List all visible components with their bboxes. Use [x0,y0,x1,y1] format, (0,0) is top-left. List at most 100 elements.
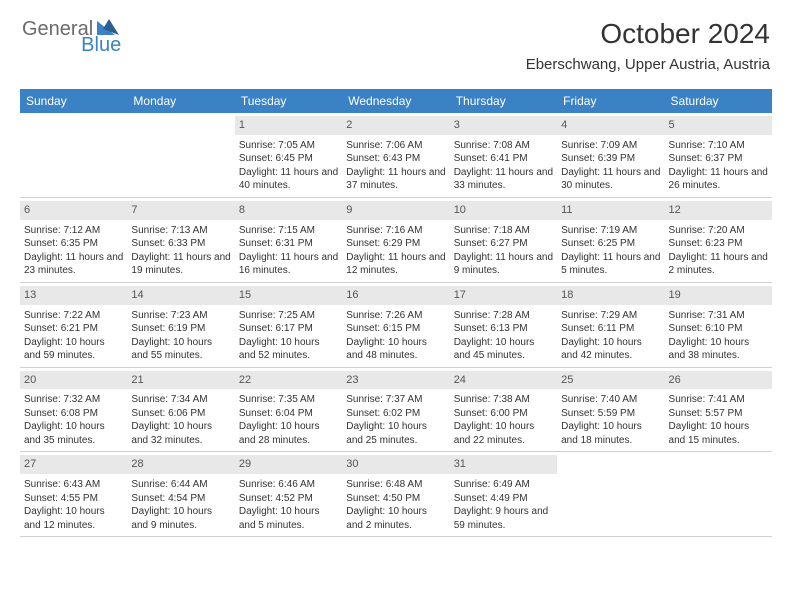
day-number: 11 [557,201,664,220]
day-cell: 22Sunrise: 7:35 AMSunset: 6:04 PMDayligh… [235,368,342,452]
daylight-text: Daylight: 11 hours and 40 minutes. [239,166,338,193]
day-number: 29 [235,455,342,474]
month-title: October 2024 [526,18,770,50]
sunset-text: Sunset: 6:10 PM [669,322,768,336]
day-number: 3 [450,116,557,135]
day-cell: 26Sunrise: 7:41 AMSunset: 5:57 PMDayligh… [665,368,772,452]
sunset-text: Sunset: 6:45 PM [239,152,338,166]
sunset-text: Sunset: 6:43 PM [346,152,445,166]
sunset-text: Sunset: 5:59 PM [561,407,660,421]
sunset-text: Sunset: 6:15 PM [346,322,445,336]
sunrise-text: Sunrise: 7:41 AM [669,393,768,407]
title-block: October 2024 Eberschwang, Upper Austria,… [526,18,770,73]
day-number: 19 [665,286,772,305]
daylight-text: Daylight: 11 hours and 12 minutes. [346,251,445,278]
daylight-text: Daylight: 10 hours and 25 minutes. [346,420,445,447]
daylight-text: Daylight: 11 hours and 37 minutes. [346,166,445,193]
logo: General Blue [22,18,161,41]
daylight-text: Daylight: 10 hours and 5 minutes. [239,505,338,532]
sunset-text: Sunset: 6:00 PM [454,407,553,421]
sunrise-text: Sunrise: 7:13 AM [131,224,230,238]
sunset-text: Sunset: 6:02 PM [346,407,445,421]
sunrise-text: Sunrise: 7:05 AM [239,139,338,153]
day-number: 18 [557,286,664,305]
day-number: 2 [342,116,449,135]
sunrise-text: Sunrise: 7:28 AM [454,309,553,323]
dayname-sunday: Sunday [20,89,127,113]
day-cell: 10Sunrise: 7:18 AMSunset: 6:27 PMDayligh… [450,198,557,282]
daylight-text: Daylight: 10 hours and 15 minutes. [669,420,768,447]
day-cell: 25Sunrise: 7:40 AMSunset: 5:59 PMDayligh… [557,368,664,452]
day-cell: 9 Sunrise: 7:16 AMSunset: 6:29 PMDaylight… [342,198,449,282]
day-cell: 8Sunrise: 7:15 AMSunset: 6:31 PMDaylight… [235,198,342,282]
daylight-text: Daylight: 10 hours and 52 minutes. [239,336,338,363]
day-number: 30 [342,455,449,474]
daylight-text: Daylight: 11 hours and 2 minutes. [669,251,768,278]
day-number: 31 [450,455,557,474]
day-number: 23 [342,371,449,390]
dayname-friday: Friday [557,89,664,113]
sunrise-text: Sunrise: 6:48 AM [346,478,445,492]
day-number: 10 [450,201,557,220]
daylight-text: Daylight: 10 hours and 55 minutes. [131,336,230,363]
sunset-text: Sunset: 6:29 PM [346,237,445,251]
sunrise-text: Sunrise: 6:46 AM [239,478,338,492]
sunset-text: Sunset: 4:54 PM [131,492,230,506]
weeks-container: 1Sunrise: 7:05 AMSunset: 6:45 PMDaylight… [20,113,772,537]
sunset-text: Sunset: 6:19 PM [131,322,230,336]
sunset-text: Sunset: 6:17 PM [239,322,338,336]
week-row: 13Sunrise: 7:22 AMSunset: 6:21 PMDayligh… [20,283,772,368]
sunset-text: Sunset: 6:23 PM [669,237,768,251]
day-cell: 18Sunrise: 7:29 AMSunset: 6:11 PMDayligh… [557,283,664,367]
sunrise-text: Sunrise: 7:32 AM [24,393,123,407]
sunset-text: Sunset: 6:06 PM [131,407,230,421]
daylight-text: Daylight: 10 hours and 59 minutes. [24,336,123,363]
sunset-text: Sunset: 6:33 PM [131,237,230,251]
sunrise-text: Sunrise: 7:19 AM [561,224,660,238]
sunset-text: Sunset: 6:21 PM [24,322,123,336]
day-number: 21 [127,371,234,390]
sunset-text: Sunset: 6:39 PM [561,152,660,166]
day-number: 4 [557,116,664,135]
day-number: 13 [20,286,127,305]
week-row: 20Sunrise: 7:32 AMSunset: 6:08 PMDayligh… [20,368,772,453]
sunrise-text: Sunrise: 7:37 AM [346,393,445,407]
sunrise-text: Sunrise: 7:25 AM [239,309,338,323]
sunrise-text: Sunrise: 7:10 AM [669,139,768,153]
logo-text-blue: Blue [81,34,121,57]
daylight-text: Daylight: 10 hours and 45 minutes. [454,336,553,363]
daylight-text: Daylight: 10 hours and 18 minutes. [561,420,660,447]
sunrise-text: Sunrise: 7:23 AM [131,309,230,323]
daylight-text: Daylight: 10 hours and 9 minutes. [131,505,230,532]
sunset-text: Sunset: 6:13 PM [454,322,553,336]
day-cell: 4Sunrise: 7:09 AMSunset: 6:39 PMDaylight… [557,113,664,197]
sunrise-text: Sunrise: 7:12 AM [24,224,123,238]
day-cell: 3Sunrise: 7:08 AMSunset: 6:41 PMDaylight… [450,113,557,197]
dayname-monday: Monday [127,89,234,113]
sunrise-text: Sunrise: 6:49 AM [454,478,553,492]
day-cell [20,113,127,197]
day-cell: 21Sunrise: 7:34 AMSunset: 6:06 PMDayligh… [127,368,234,452]
day-cell: 16Sunrise: 7:26 AMSunset: 6:15 PMDayligh… [342,283,449,367]
day-cell: 19Sunrise: 7:31 AMSunset: 6:10 PMDayligh… [665,283,772,367]
day-number: 8 [235,201,342,220]
sunset-text: Sunset: 6:27 PM [454,237,553,251]
day-number: 9 [342,201,449,220]
day-number: 26 [665,371,772,390]
sunrise-text: Sunrise: 7:16 AM [346,224,445,238]
day-number: 7 [127,201,234,220]
day-cell: 14Sunrise: 7:23 AMSunset: 6:19 PMDayligh… [127,283,234,367]
daylight-text: Daylight: 10 hours and 12 minutes. [24,505,123,532]
dayname-thursday: Thursday [450,89,557,113]
daylight-text: Daylight: 10 hours and 38 minutes. [669,336,768,363]
sunset-text: Sunset: 6:41 PM [454,152,553,166]
week-row: 1Sunrise: 7:05 AMSunset: 6:45 PMDaylight… [20,113,772,198]
day-cell [665,452,772,536]
sunset-text: Sunset: 6:31 PM [239,237,338,251]
day-cell: 15Sunrise: 7:25 AMSunset: 6:17 PMDayligh… [235,283,342,367]
week-row: 6Sunrise: 7:12 AMSunset: 6:35 PMDaylight… [20,198,772,283]
day-cell: 7Sunrise: 7:13 AMSunset: 6:33 PMDaylight… [127,198,234,282]
sunrise-text: Sunrise: 7:22 AM [24,309,123,323]
day-number: 20 [20,371,127,390]
daylight-text: Daylight: 10 hours and 28 minutes. [239,420,338,447]
